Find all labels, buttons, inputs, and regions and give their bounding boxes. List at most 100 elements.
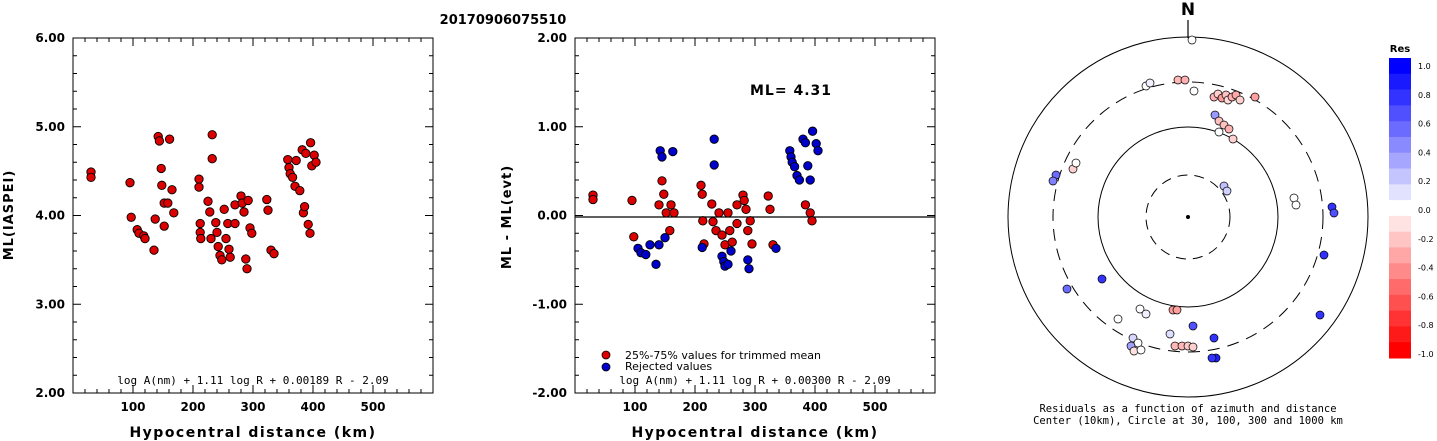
colorbar-swatch	[1389, 89, 1411, 106]
middle-point	[739, 195, 749, 206]
middle-point	[659, 189, 669, 199]
legend-label-trimmed: 25%-75% values for trimmed mean	[625, 349, 821, 362]
middle-point	[732, 218, 742, 229]
colorbar-tick-label: -0.8	[1418, 321, 1434, 330]
left-point	[156, 163, 166, 174]
middle-legend: 25%-75% values for trimmed mean Rejected…	[601, 349, 821, 373]
left-xtick-label: 300	[240, 400, 265, 414]
left-point	[125, 178, 135, 188]
colorbar-swatch	[1389, 152, 1411, 170]
middle-formula: log A(nm) + 1.11 log R + 0.00300 R - 2.0…	[619, 374, 891, 387]
polar-point	[1172, 305, 1182, 315]
middle-point	[714, 208, 724, 218]
colorbar-tick-label: -0.2	[1418, 235, 1434, 244]
middle-point	[765, 204, 775, 214]
left-point	[207, 154, 217, 164]
middle-point	[641, 249, 651, 260]
polar-point	[1135, 304, 1145, 314]
left-point	[159, 221, 169, 231]
colorbar-tick-label: 0.0	[1418, 206, 1431, 215]
middle-ytick-label: -1.00	[532, 297, 567, 311]
left-point	[295, 185, 305, 196]
north-label: N	[1181, 0, 1195, 20]
middle-point	[668, 146, 678, 157]
left-ytick-label: 4.00	[35, 209, 65, 223]
middle-ytick-label: 2.00	[537, 31, 567, 45]
colorbar-tick-label: -0.6	[1418, 292, 1434, 301]
left-point	[287, 172, 298, 182]
middle-xtick-label: 400	[802, 400, 827, 414]
middle-point	[696, 180, 706, 190]
middle-point	[743, 225, 753, 236]
left-xtick-label: 100	[120, 400, 145, 414]
left-ytick-label: 2.00	[35, 386, 65, 400]
polar-caption-line1: Residuals as a function of azimuth and d…	[1039, 403, 1336, 415]
colorbar-tick-label: 0.2	[1418, 177, 1431, 186]
polar-point	[1136, 345, 1146, 355]
colorbar-swatch	[1389, 326, 1411, 343]
left-point	[303, 219, 313, 230]
left-point	[263, 205, 273, 215]
left-point	[283, 154, 293, 165]
middle-point	[709, 160, 719, 170]
polar-point	[1319, 250, 1329, 260]
left-point	[205, 207, 215, 217]
left-xtick-label: 500	[360, 400, 385, 414]
middle-point	[651, 259, 661, 269]
left-point	[221, 233, 231, 244]
middle-point	[707, 199, 717, 209]
left-point	[149, 245, 159, 255]
middle-xtick-label: 300	[742, 400, 767, 414]
legend-label-rejected: Rejected values	[625, 360, 712, 373]
left-point	[211, 217, 221, 228]
middle-data-points	[588, 126, 823, 274]
colorbar-swatch	[1389, 215, 1411, 233]
colorbar-swatch	[1389, 73, 1411, 91]
middle-point	[665, 225, 675, 236]
polar-point	[1145, 78, 1155, 88]
left-point	[140, 233, 150, 244]
colorbar-tick-label: -0.4	[1418, 264, 1434, 273]
colorbar-swatch	[1389, 279, 1411, 296]
left-point	[241, 254, 251, 264]
polar-point	[1165, 329, 1175, 339]
colorbar-swatch	[1389, 247, 1411, 264]
legend-marker-trimmed	[601, 350, 611, 360]
polar-point	[1188, 342, 1198, 352]
middle-point	[698, 216, 708, 226]
polar-chart: N Residuals as a function of azimuth and…	[1007, 0, 1369, 427]
middle-point	[669, 208, 679, 218]
left-point	[243, 195, 253, 206]
middle-point	[709, 134, 719, 144]
colorbar-swatch	[1389, 58, 1411, 75]
polar-point	[1071, 158, 1081, 168]
polar-point	[1207, 353, 1217, 363]
middle-point	[661, 208, 671, 218]
polar-point	[1329, 208, 1339, 218]
left-point	[157, 180, 167, 190]
polar-point	[1048, 176, 1058, 186]
middle-ytick-label: -2.00	[532, 386, 567, 400]
polar-point	[1291, 200, 1301, 210]
middle-point	[588, 194, 598, 205]
polar-point	[1210, 110, 1220, 120]
middle-point	[771, 243, 781, 253]
colorbar-tick-labels: 1.0 0.8 0.6 0.4 0.2 0.0 -0.2 -0.4 -0.6 -0.8 -1.0	[1418, 62, 1434, 359]
polar-point	[1189, 86, 1199, 96]
middle-point	[800, 200, 811, 210]
polar-point	[1222, 186, 1232, 196]
left-ylabel: ML(IASPEI)	[2, 170, 17, 261]
left-point	[207, 130, 217, 140]
left-point	[212, 227, 222, 238]
middle-point	[660, 233, 670, 243]
ring-100km	[1097, 126, 1279, 308]
colorbar-tick-label: 0.4	[1418, 148, 1431, 157]
polar-point	[1228, 134, 1238, 144]
polar-point	[1188, 321, 1198, 331]
left-data-points	[86, 130, 321, 274]
middle-point	[747, 239, 757, 249]
middle-point	[789, 162, 800, 172]
colorbar-swatch	[1389, 121, 1411, 138]
colorbar-tick-label: 0.6	[1418, 120, 1431, 129]
